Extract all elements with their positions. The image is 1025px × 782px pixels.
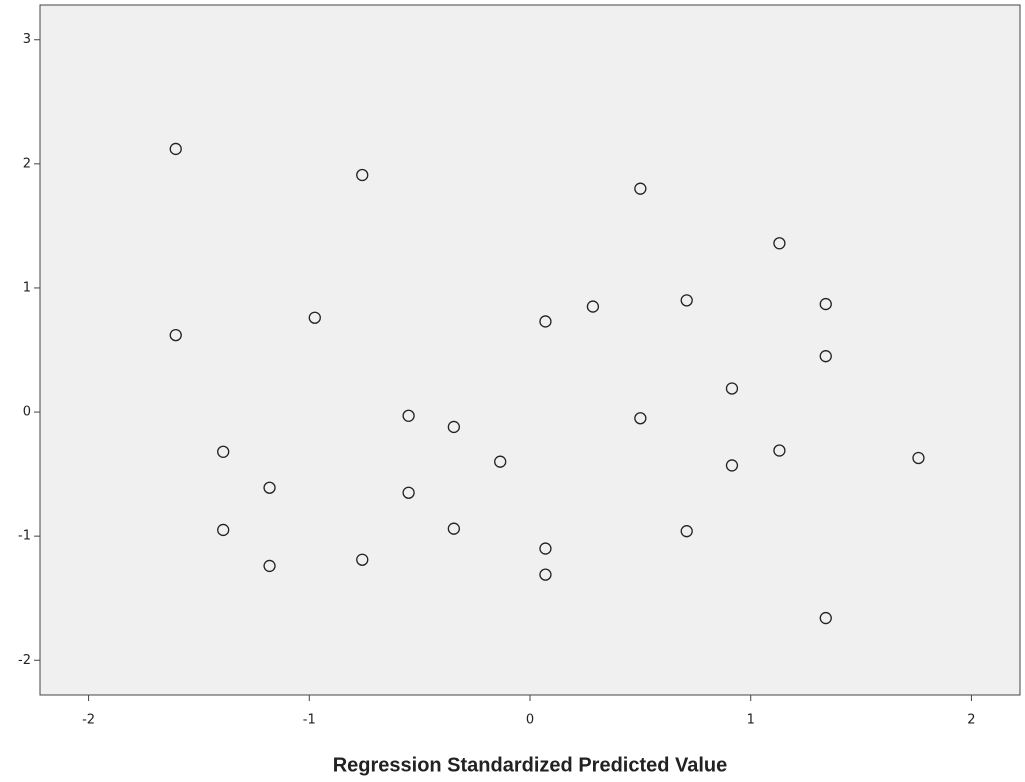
point: [217, 523, 230, 537]
point: [402, 409, 415, 422]
point: [773, 237, 786, 250]
point: [539, 542, 552, 555]
point: [725, 459, 739, 472]
plot-area: [39, 4, 1021, 696]
point: [819, 350, 832, 363]
point: [773, 444, 786, 457]
x-tick-label: 1: [747, 713, 755, 728]
y-tick-label: 1: [23, 280, 31, 295]
point: [356, 553, 369, 566]
point: [634, 412, 647, 425]
point: [912, 451, 925, 465]
x-axis-label: Regression Standardized Predicted Value: [333, 754, 728, 776]
x-tick-label: -1: [303, 713, 316, 728]
point: [263, 559, 276, 573]
x-tick-label: 2: [967, 713, 975, 728]
point: [680, 525, 693, 538]
point: [217, 445, 230, 458]
x-tick-label: 0: [526, 713, 534, 728]
point: [539, 568, 552, 581]
y-tick-label: 0: [23, 405, 31, 420]
point: [447, 420, 461, 434]
x-tick-label: -2: [82, 713, 95, 728]
y-tick-label: 3: [23, 32, 31, 47]
point: [169, 328, 182, 342]
point: [680, 294, 693, 307]
point: [494, 455, 507, 468]
point: [539, 315, 552, 328]
point: [819, 297, 832, 311]
point: [356, 168, 369, 182]
point: [402, 486, 415, 499]
point: [819, 611, 832, 625]
point: [586, 300, 600, 313]
point: [263, 481, 276, 494]
y-tick-label: -2: [18, 653, 31, 668]
point: [169, 142, 182, 156]
point: [634, 182, 647, 195]
point: [308, 311, 321, 324]
point: [447, 522, 461, 535]
point: [725, 382, 739, 395]
y-tick-label: 2: [23, 156, 31, 171]
y-tick-label: -1: [18, 529, 31, 544]
